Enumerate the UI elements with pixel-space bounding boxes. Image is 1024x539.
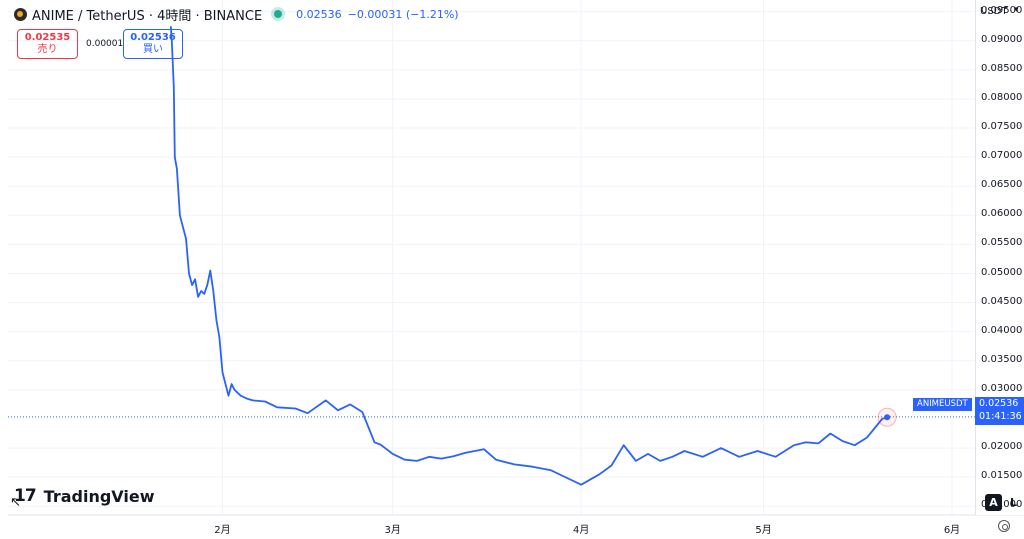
y-tick-label: 0.08500 [981,62,1023,74]
last-price-label: 0.02536 01:41:36 [975,397,1024,425]
log-scale-button[interactable]: L [1010,496,1018,509]
y-tick-label: 0.03000 [981,382,1023,394]
current-price: 0.02536 [296,7,342,21]
price-axis[interactable] [975,0,1024,515]
y-tick-label: 0.06500 [981,179,1023,191]
y-tick-label: 0.09000 [981,33,1023,45]
y-tick-label: 0.05000 [981,266,1023,278]
y-tick-label: 0.03500 [981,353,1023,365]
buy-button[interactable]: 0.02536 買い [123,29,183,59]
x-tick-label: 4月 [572,525,590,536]
last-price-value: 0.02536 [979,398,1019,409]
buy-label: 買い [143,44,163,55]
buy-price: 0.02536 [130,32,176,43]
y-tick-label: 0.01500 [981,470,1023,482]
x-tick-label: 2月 [214,525,231,536]
last-point-marker [884,414,891,421]
y-tick-label: 0.06000 [981,208,1023,220]
symbol-price-tag: ANIMEUSDT [913,398,972,411]
y-tick-label: 0.09500 [981,4,1023,16]
market-open-icon [274,10,283,18]
y-tick-label: 0.04500 [981,295,1023,307]
spread-value: 0.00001 [86,39,124,49]
sell-label: 売り [37,44,58,55]
chart-frame [8,0,1024,539]
x-tick-label: 5月 [755,525,772,536]
y-tick-label: 0.05500 [981,237,1023,249]
gear-icon[interactable] [998,520,1010,532]
chart-header: ANIME / TetherUS · 4時間 · BINANCE 0.02536… [14,5,465,24]
anime-token-icon [14,7,27,21]
y-tick-label: 0.04000 [981,324,1023,336]
y-tick-label: 0.07500 [981,121,1023,133]
x-tick-label: 6月 [943,525,961,536]
brand-name: TradingView [43,486,155,506]
price-series-line [169,26,888,486]
sell-button[interactable]: 0.02535 売り [17,29,78,59]
currency-selector[interactable]: USDT [980,6,1008,17]
y-tick-label: 0.07000 [981,150,1023,162]
chevron-down-icon[interactable]: ▾ [1014,5,1019,15]
bar-countdown: 01:41:36 [979,411,1022,422]
tradingview-logo[interactable]: 17 TradingView [14,486,155,506]
symbol-title[interactable]: ANIME / TetherUS · 4時間 · BINANCE [32,8,263,24]
auto-scale-button[interactable]: A [985,494,1002,511]
price-chart[interactable] [8,0,1024,539]
sell-price: 0.02535 [24,32,71,43]
tradingview-icon: 17 [14,486,37,506]
y-tick-label: 0.02000 [981,441,1023,453]
cursor-icon: ↖ [10,495,21,510]
price-change: −0.00031 (−1.21%) [347,7,459,21]
x-tick-label: 3月 [384,525,401,536]
y-tick-label: 0.08000 [981,91,1023,103]
